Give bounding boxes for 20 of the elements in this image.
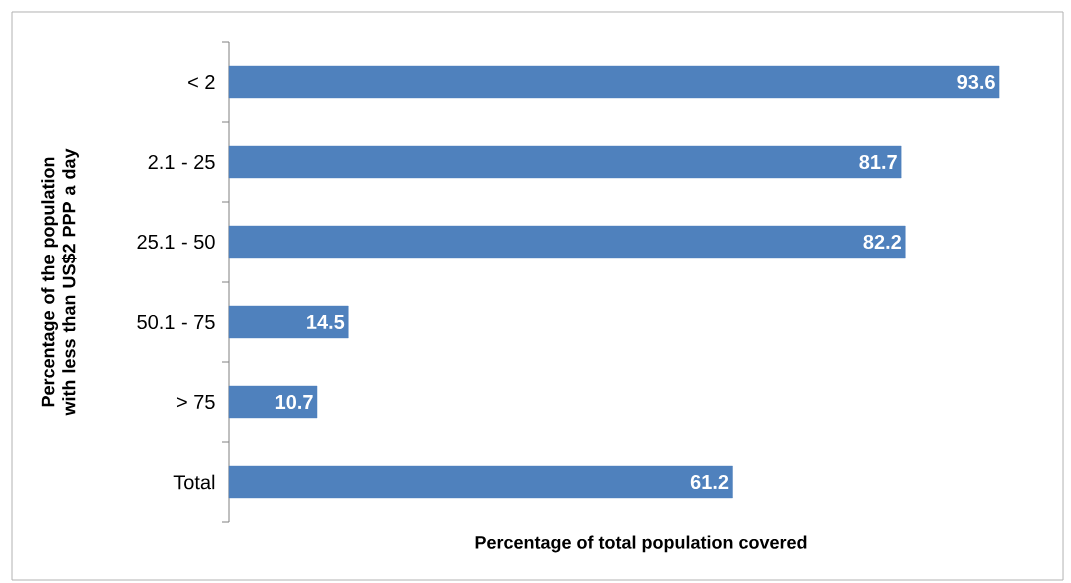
y-tick-label: 50.1 - 75 [137, 314, 215, 330]
y-tick-label: 2.1 - 25 [148, 154, 215, 170]
y-axis-title: Percentage of the population with less than US$2 PPP a day [41, 148, 79, 416]
bar [228, 225, 906, 259]
data-label: 81.7 [859, 154, 897, 170]
x-axis-title: Percentage of total population covered [475, 535, 807, 553]
y-tick-label: > 75 [176, 395, 215, 409]
data-label: 93.6 [957, 74, 995, 90]
y-tick-label: < 2 [188, 75, 215, 89]
bar [228, 385, 318, 419]
bar [228, 145, 902, 179]
bar [228, 465, 733, 499]
data-label: 14.5 [307, 315, 345, 329]
bar [228, 305, 349, 339]
data-label: 82.2 [863, 234, 901, 250]
bar [228, 65, 1000, 99]
data-label: 61.2 [690, 474, 729, 490]
data-label: 10.7 [275, 394, 313, 410]
y-tick-label: Total [173, 474, 215, 490]
y-tick-label: 25.1 - 50 [137, 234, 215, 250]
